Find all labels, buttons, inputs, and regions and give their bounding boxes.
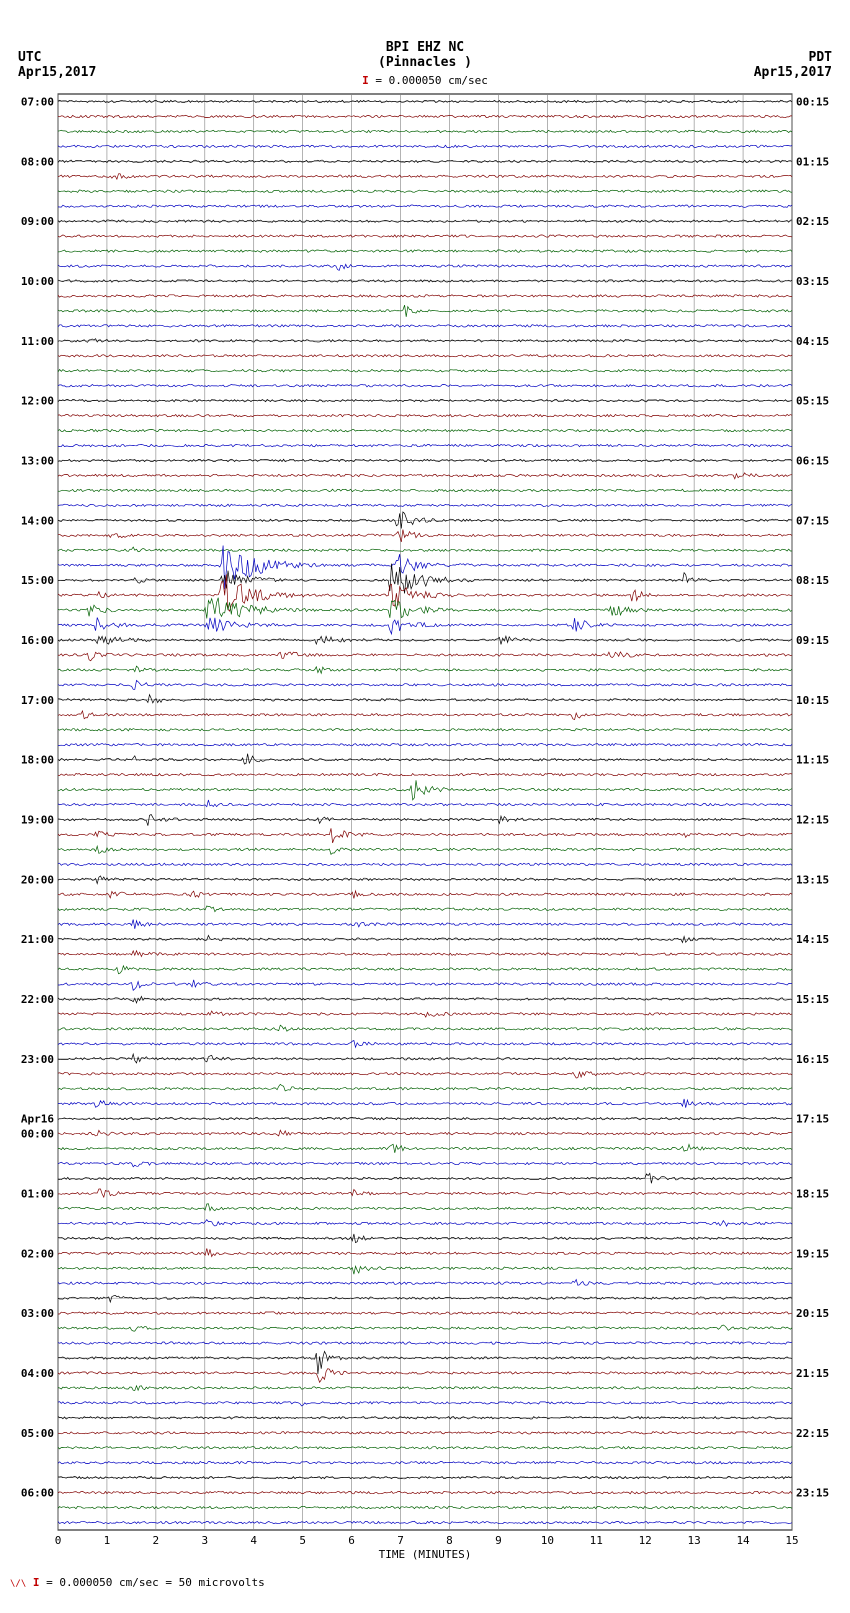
svg-text:10:15: 10:15 — [796, 694, 829, 707]
svg-text:13:15: 13:15 — [796, 873, 829, 886]
header-center: BPI EHZ NC (Pinnacles ) — [10, 40, 840, 70]
svg-text:TIME (MINUTES): TIME (MINUTES) — [379, 1548, 472, 1561]
svg-text:12:00: 12:00 — [21, 395, 54, 408]
svg-text:06:00: 06:00 — [21, 1487, 54, 1500]
svg-text:03:00: 03:00 — [21, 1307, 54, 1320]
svg-text:09:15: 09:15 — [796, 634, 829, 647]
scale-indicator: I = 0.000050 cm/sec — [10, 74, 840, 87]
svg-text:14:00: 14:00 — [21, 514, 54, 527]
svg-text:04:15: 04:15 — [796, 335, 829, 348]
svg-text:07:00: 07:00 — [21, 95, 54, 108]
svg-text:02:00: 02:00 — [21, 1247, 54, 1260]
svg-text:2: 2 — [153, 1534, 160, 1547]
svg-text:3: 3 — [201, 1534, 208, 1547]
svg-text:15:15: 15:15 — [796, 993, 829, 1006]
svg-text:14:15: 14:15 — [796, 933, 829, 946]
svg-text:16:00: 16:00 — [21, 634, 54, 647]
svg-text:14: 14 — [736, 1534, 750, 1547]
svg-text:06:15: 06:15 — [796, 454, 829, 467]
svg-text:11: 11 — [590, 1534, 603, 1547]
svg-text:21:15: 21:15 — [796, 1367, 829, 1380]
svg-text:15: 15 — [785, 1534, 798, 1547]
svg-text:19:15: 19:15 — [796, 1247, 829, 1260]
footer-scale: \/\ I = 0.000050 cm/sec = 50 microvolts — [10, 1576, 840, 1589]
svg-text:20:00: 20:00 — [21, 873, 54, 886]
svg-text:11:15: 11:15 — [796, 754, 829, 767]
svg-text:17:15: 17:15 — [796, 1113, 829, 1126]
svg-text:03:15: 03:15 — [796, 275, 829, 288]
svg-text:17:00: 17:00 — [21, 694, 54, 707]
svg-text:12: 12 — [639, 1534, 652, 1547]
right-tz-label: PDT — [754, 50, 832, 65]
location-label: (Pinnacles ) — [10, 55, 840, 70]
svg-text:07:15: 07:15 — [796, 514, 829, 527]
svg-text:18:00: 18:00 — [21, 754, 54, 767]
svg-text:04:00: 04:00 — [21, 1367, 54, 1380]
svg-text:02:15: 02:15 — [796, 215, 829, 228]
station-label: BPI EHZ NC — [10, 40, 840, 55]
svg-text:4: 4 — [250, 1534, 257, 1547]
svg-text:7: 7 — [397, 1534, 404, 1547]
svg-text:22:00: 22:00 — [21, 993, 54, 1006]
svg-text:19:00: 19:00 — [21, 813, 54, 826]
seismogram-svg: 0123456789101112131415TIME (MINUTES)07:0… — [10, 90, 840, 1570]
svg-text:10:00: 10:00 — [21, 275, 54, 288]
chart-header: UTC Apr15,2017 BPI EHZ NC (Pinnacles ) I… — [10, 10, 840, 90]
svg-text:18:15: 18:15 — [796, 1187, 829, 1200]
svg-text:13:00: 13:00 — [21, 454, 54, 467]
svg-text:13: 13 — [688, 1534, 701, 1547]
scale-text: = 0.000050 cm/sec — [375, 74, 488, 87]
svg-text:00:00: 00:00 — [21, 1128, 54, 1141]
svg-text:12:15: 12:15 — [796, 813, 829, 826]
svg-text:20:15: 20:15 — [796, 1307, 829, 1320]
svg-text:Apr16: Apr16 — [21, 1113, 54, 1126]
svg-text:6: 6 — [348, 1534, 355, 1547]
svg-text:1: 1 — [104, 1534, 111, 1547]
svg-text:11:00: 11:00 — [21, 335, 54, 348]
svg-text:08:15: 08:15 — [796, 574, 829, 587]
svg-text:10: 10 — [541, 1534, 554, 1547]
svg-text:21:00: 21:00 — [21, 933, 54, 946]
svg-text:22:15: 22:15 — [796, 1427, 829, 1440]
seismogram-plot: 0123456789101112131415TIME (MINUTES)07:0… — [10, 90, 840, 1570]
svg-text:5: 5 — [299, 1534, 306, 1547]
svg-text:05:00: 05:00 — [21, 1427, 54, 1440]
svg-text:23:00: 23:00 — [21, 1053, 54, 1066]
right-date-label: Apr15,2017 — [754, 65, 832, 80]
header-right-tz: PDT Apr15,2017 — [754, 50, 832, 80]
svg-text:0: 0 — [55, 1534, 62, 1547]
svg-text:09:00: 09:00 — [21, 215, 54, 228]
svg-text:8: 8 — [446, 1534, 453, 1547]
footer-text: = 0.000050 cm/sec = 50 microvolts — [46, 1576, 265, 1589]
svg-text:23:15: 23:15 — [796, 1487, 829, 1500]
svg-text:00:15: 00:15 — [796, 95, 829, 108]
svg-text:16:15: 16:15 — [796, 1053, 829, 1066]
svg-text:01:00: 01:00 — [21, 1187, 54, 1200]
svg-text:08:00: 08:00 — [21, 155, 54, 168]
svg-text:05:15: 05:15 — [796, 395, 829, 408]
svg-text:01:15: 01:15 — [796, 155, 829, 168]
svg-text:15:00: 15:00 — [21, 574, 54, 587]
svg-text:9: 9 — [495, 1534, 502, 1547]
